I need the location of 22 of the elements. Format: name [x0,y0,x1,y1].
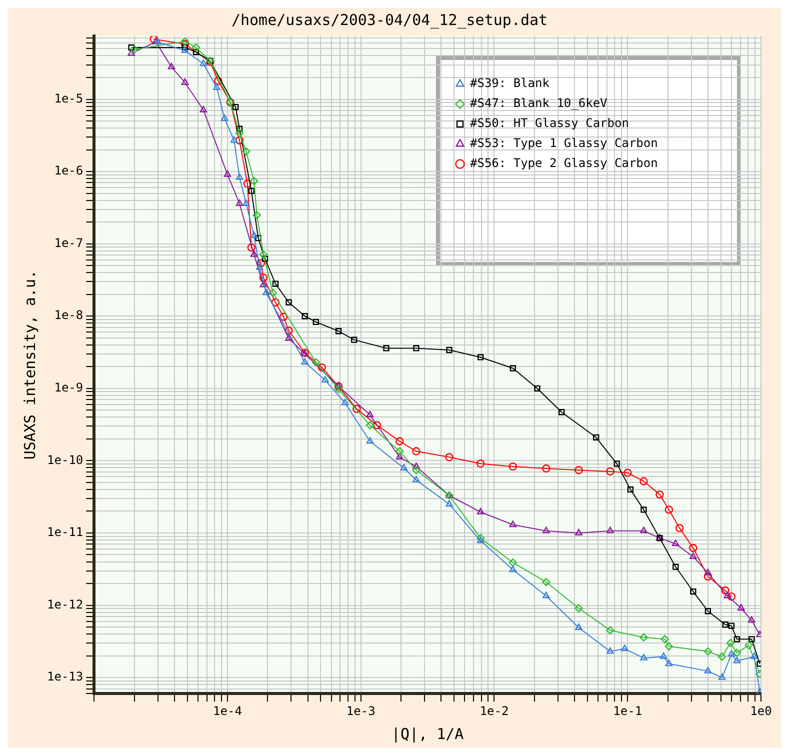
x-axis-title: |Q|, 1/A [391,724,464,743]
y-tick-label: 1e-12 [47,597,84,612]
y-tick-label: 1e-6 [54,164,84,178]
y-tick-label: 1e-8 [54,308,84,322]
y-tick-label: 1e-13 [47,670,84,684]
x-tick-label: 1e-4 [213,704,242,718]
x-tick-label: 1e0 [750,704,772,718]
x-tick-label: 1e-2 [480,704,509,718]
legend-label: #S53: Type 1 Glassy Carbon [470,136,658,150]
y-tick-label: 1e-5 [54,91,84,106]
y-tick-label: 1e-11 [47,525,84,540]
y-tick-label: 1e-10 [47,452,84,467]
y-tick-label: 1e-9 [54,380,84,395]
legend-label: #S56: Type 2 Glassy Carbon [470,156,658,170]
y-tick-label: 1e-7 [54,236,84,250]
legend-label: #S50: HT Glassy Carbon [470,116,629,130]
legend-label: #S47: Blank 10_6keV [470,96,608,110]
y-axis-title: USAXS intensity, a.u. [20,270,39,460]
legend-label: #S39: Blank [470,76,550,90]
chart-title: /home/usaxs/2003-04/04_12_setup.dat [231,10,548,29]
x-tick-label: 1e-1 [613,704,642,718]
x-tick-label: 1e-3 [346,704,376,718]
